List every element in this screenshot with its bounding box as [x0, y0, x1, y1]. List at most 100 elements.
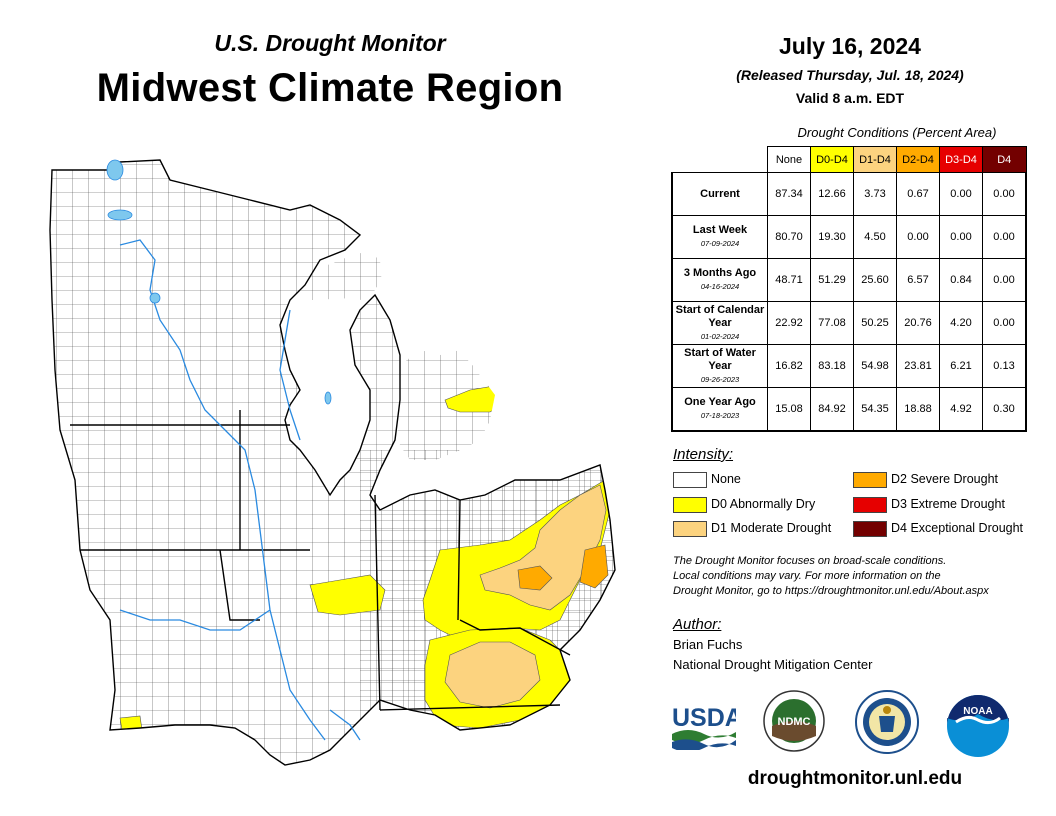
- table-cell: 23.81: [896, 344, 940, 388]
- usda-text: USDA: [672, 704, 736, 732]
- dept-of-commerce-seal: [855, 690, 919, 754]
- legend-swatch: [673, 472, 707, 488]
- table-cell: 20.76: [896, 301, 940, 345]
- table-cell: 0.00: [939, 172, 983, 216]
- legend-label: None: [711, 472, 741, 486]
- author-organization: National Drought Mitigation Center: [673, 657, 873, 672]
- rivers: [119, 239, 361, 741]
- state-boundaries: [49, 159, 616, 766]
- table-cell: 80.70: [767, 215, 811, 259]
- legend-label: D4 Exceptional Drought: [891, 521, 1024, 535]
- table-cell: 18.88: [896, 387, 940, 432]
- table-cell: 0.00: [982, 258, 1027, 302]
- row-label-text: 3 Months Ago: [683, 267, 757, 279]
- legend-label: D2 Severe Drought: [891, 472, 999, 486]
- table-cell: 0.00: [939, 215, 983, 259]
- row-date: 07-09-2024: [700, 239, 740, 248]
- table-cell: 0.13: [982, 344, 1027, 388]
- table-cell: 6.21: [939, 344, 983, 388]
- table-cell: 48.71: [767, 258, 811, 302]
- row-label-text: Start of Calendar Year: [675, 303, 765, 329]
- legend-label: D1 Moderate Drought: [711, 521, 832, 535]
- table-cell: 0.30: [982, 387, 1027, 432]
- table-row: Start of Water Year 09-26-2023 16.82 83.18 5…: [671, 344, 1027, 388]
- column-header: D3-D4: [939, 146, 983, 173]
- legend-swatch: [853, 497, 887, 513]
- table-cell: 84.92: [810, 387, 854, 432]
- lakes: [106, 159, 332, 405]
- row-label: Start of Water Year 09-26-2023: [671, 344, 768, 388]
- release-date: (Released Thursday, Jul. 18, 2024): [736, 67, 964, 83]
- ndmc-text: NDMC: [778, 716, 811, 728]
- table-cell: 0.00: [982, 301, 1027, 345]
- table-cell: 50.25: [853, 301, 897, 345]
- table-cell: 4.92: [939, 387, 983, 432]
- table-cell: 54.35: [853, 387, 897, 432]
- table-cell: 25.60: [853, 258, 897, 302]
- table-cell: 0.00: [982, 215, 1027, 259]
- row-date: 09-26-2023: [700, 374, 740, 384]
- legend-swatch: [673, 521, 707, 537]
- table-cell: 83.18: [810, 344, 854, 388]
- table-cell: 12.66: [810, 172, 854, 216]
- author-heading: Author:: [673, 616, 722, 633]
- d2-areas: [517, 544, 609, 591]
- table-cell: 19.30: [810, 215, 854, 259]
- table-cell: 87.34: [767, 172, 811, 216]
- table-cell: 3.73: [853, 172, 897, 216]
- table-cell: 0.84: [939, 258, 983, 302]
- legend-label: D3 Extreme Drought: [891, 497, 1005, 511]
- row-label-text: Last Week: [692, 224, 748, 236]
- row-label: Last Week 07-09-2024: [671, 215, 768, 259]
- column-header: None: [767, 146, 811, 173]
- table-cell: 4.20: [939, 301, 983, 345]
- drought-monitor-url[interactable]: droughtmonitor.unl.edu: [747, 768, 963, 789]
- table-cell: 0.67: [896, 172, 940, 216]
- column-header: D4: [982, 146, 1027, 173]
- d1-areas: [444, 484, 607, 709]
- table-cell: 15.08: [767, 387, 811, 432]
- column-header: D1-D4: [853, 146, 897, 173]
- note-line: Local conditions may vary. For more info…: [673, 570, 941, 582]
- author-name: Brian Fuchs: [673, 637, 743, 652]
- row-label: 3 Months Ago 04-16-2024: [671, 258, 768, 302]
- legend-label: D0 Abnormally Dry: [711, 497, 816, 511]
- row-label: Current: [671, 172, 768, 216]
- column-header: D0-D4: [810, 146, 854, 173]
- legend-swatch: [673, 497, 707, 513]
- table-corner: [672, 147, 768, 173]
- table-cell: 4.50: [853, 215, 897, 259]
- legend-heading: Intensity:: [673, 446, 734, 463]
- row-date: 07-18-2023: [700, 411, 740, 420]
- map-subtitle: U.S. Drought Monitor: [214, 30, 446, 56]
- table-cell: 0.00: [982, 172, 1027, 216]
- row-label-text: One Year Ago: [684, 396, 756, 408]
- conditions-caption: Drought Conditions (Percent Area): [797, 125, 997, 140]
- usda-logo: USDA: [672, 704, 736, 750]
- row-label-text: Start of Water Year: [684, 346, 756, 372]
- column-header: D2-D4: [896, 146, 940, 173]
- table-row: Start of Calendar Year 01-02-2024 22.92 77.…: [671, 301, 1027, 345]
- row-label: Start of Calendar Year 01-02-2024: [671, 301, 768, 345]
- table-cell: 6.57: [896, 258, 940, 302]
- noaa-logo: NOAA: [947, 695, 1009, 757]
- table-cell: 22.92: [767, 301, 811, 345]
- row-date: 04-16-2024: [700, 282, 740, 291]
- drought-conditions-table: None D0-D4 D1-D4 D2-D4 D3-D4 D4 Current 8…: [671, 146, 1027, 432]
- note-line: Drought Monitor, go to https://droughtmo…: [673, 585, 989, 597]
- row-date: 01-02-2024: [700, 331, 740, 341]
- map-title: Midwest Climate Region: [96, 66, 564, 110]
- row-label-text: Current: [700, 187, 740, 200]
- noaa-text: NOAA: [963, 706, 992, 717]
- map-date: July 16, 2024: [779, 33, 921, 59]
- table-cell: 54.98: [853, 344, 897, 388]
- table-row: Current 87.34 12.66 3.73 0.67 0.00 0.00: [671, 172, 1027, 216]
- table-cell: 0.00: [896, 215, 940, 259]
- legend-swatch: [853, 521, 887, 537]
- drought-monitor-note: The Drought Monitor focuses on broad-sca…: [673, 554, 1043, 599]
- table-row: One Year Ago 07-18-2023 15.08 84.92 54.35 18.…: [671, 387, 1027, 432]
- table-row: 3 Months Ago 04-16-2024 48.71 51.29 25.60 6.5…: [671, 258, 1027, 302]
- valid-time: Valid 8 a.m. EDT: [795, 90, 905, 106]
- row-label: One Year Ago 07-18-2023: [671, 387, 768, 432]
- table-cell: 16.82: [767, 344, 811, 388]
